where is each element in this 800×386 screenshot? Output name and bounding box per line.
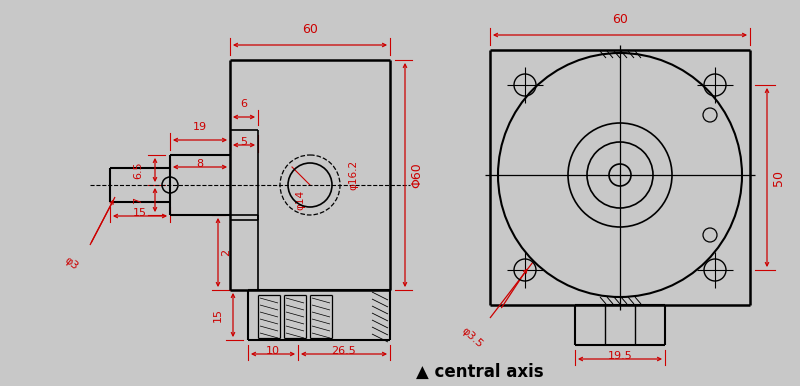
Text: 60: 60 [612, 13, 628, 26]
Text: 5: 5 [241, 137, 247, 147]
Text: Φ60: Φ60 [410, 162, 423, 188]
Text: 60: 60 [302, 23, 318, 36]
Text: φ3: φ3 [62, 255, 80, 272]
Text: ▲ central axis: ▲ central axis [416, 363, 544, 381]
Text: 8: 8 [197, 159, 203, 169]
Text: 2: 2 [221, 249, 231, 256]
Text: 7: 7 [133, 196, 143, 203]
Text: 26.5: 26.5 [332, 346, 356, 356]
Text: φ14: φ14 [295, 190, 305, 210]
Text: 6.5: 6.5 [133, 161, 143, 179]
Text: φ16.2: φ16.2 [348, 160, 358, 190]
Text: φ3.5: φ3.5 [460, 326, 485, 350]
Text: 10: 10 [266, 346, 280, 356]
Text: 50: 50 [772, 169, 785, 186]
Text: 19: 19 [193, 122, 207, 132]
Text: 19.5: 19.5 [608, 351, 632, 361]
Text: 6: 6 [241, 99, 247, 109]
Text: 15: 15 [213, 308, 223, 322]
Text: 15: 15 [133, 208, 147, 218]
